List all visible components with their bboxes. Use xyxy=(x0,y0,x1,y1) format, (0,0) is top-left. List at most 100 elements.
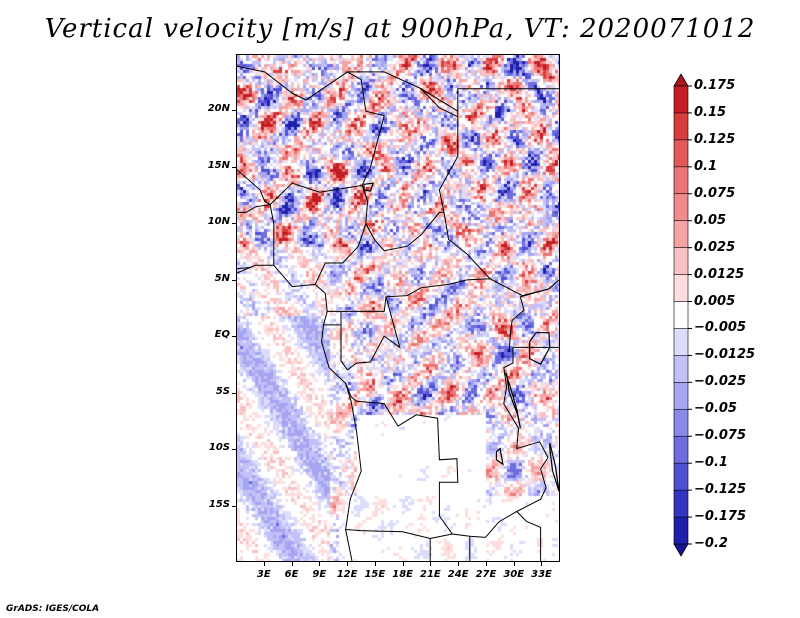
lat-tick-label: EQ xyxy=(214,329,230,341)
country-borders xyxy=(237,65,559,561)
lon-tick-label: 24E xyxy=(447,569,469,580)
grads-credit: GrADS: IGES/COLA xyxy=(6,604,100,614)
border-line xyxy=(503,347,549,458)
lat-tick-label: 20N xyxy=(207,103,230,115)
colorbar-level-label: −0.125 xyxy=(694,482,747,498)
lon-tick-mark xyxy=(291,562,293,566)
plot-title: Vertical velocity [m/s] at 900hPa, VT: 2… xyxy=(44,14,756,44)
lake-outline xyxy=(549,442,559,492)
border-line xyxy=(347,71,385,186)
colorbar-level-label: −0.1 xyxy=(694,455,728,471)
lake-outline xyxy=(529,332,551,365)
border-line xyxy=(508,279,559,352)
lon-tick-mark xyxy=(458,562,460,566)
colorbar-segment xyxy=(673,112,689,141)
lon-tick-label: 12E xyxy=(336,569,358,580)
lake-outline xyxy=(505,372,521,429)
lon-tick-mark xyxy=(402,562,404,566)
colorbar-segment xyxy=(673,516,689,545)
colorbar-segment xyxy=(673,408,689,438)
border-line xyxy=(516,511,542,561)
lon-tick-mark xyxy=(485,562,487,566)
lake-outline xyxy=(495,447,504,466)
colorbar-level-label: −0.005 xyxy=(694,320,747,336)
lake-outline xyxy=(363,182,375,192)
colorbar-segment xyxy=(673,220,689,249)
lon-tick-label: 33E xyxy=(531,569,552,580)
colorbar-level-label: 0.025 xyxy=(694,239,736,255)
lat-tick-label: 15N xyxy=(207,159,230,171)
colorbar-segment xyxy=(673,435,689,464)
colorbar-segment xyxy=(673,462,689,491)
lat-tick-mark xyxy=(232,110,236,112)
border-line xyxy=(345,529,453,540)
colorbar-segment xyxy=(673,328,689,357)
lon-tick-label: 30E xyxy=(503,569,525,580)
lon-tick-label: 27E xyxy=(475,569,497,580)
lon-tick-label: 21E xyxy=(420,569,441,580)
colorbar-level-label: −0.175 xyxy=(694,509,747,525)
border-line xyxy=(237,204,271,213)
border-line xyxy=(420,88,459,213)
border-line xyxy=(237,264,274,274)
colorbar-segment xyxy=(673,139,689,168)
colorbar-extend-bottom xyxy=(673,543,689,557)
colorbar-level-label: 0.175 xyxy=(694,78,736,93)
colorbar-level-label: −0.025 xyxy=(694,374,747,390)
lon-tick-label: 3E xyxy=(256,569,271,580)
border-line xyxy=(340,296,401,371)
colorbar-level-label: −0.075 xyxy=(694,428,747,444)
colorbar-level-label: −0.0125 xyxy=(694,347,756,363)
lat-tick-mark xyxy=(232,279,236,281)
colorbar-extend-top xyxy=(673,73,689,87)
lat-tick-label: 5S xyxy=(215,385,230,397)
border-line xyxy=(327,278,550,312)
lat-tick-mark xyxy=(232,223,236,225)
velocity-field xyxy=(237,55,559,561)
colorbar-segment xyxy=(673,85,689,114)
lat-tick-label: 15S xyxy=(208,498,230,510)
lon-tick-mark xyxy=(513,562,515,566)
border-line xyxy=(237,65,459,118)
colorbar-level-label: −0.05 xyxy=(694,401,737,417)
border-line xyxy=(485,457,549,538)
map-panel xyxy=(236,54,560,562)
lon-tick-label: 15E xyxy=(364,569,386,580)
lat-tick-mark xyxy=(232,449,236,451)
lon-tick-mark xyxy=(430,562,432,566)
colorbar-level-label: 0.0125 xyxy=(694,266,745,282)
lat-tick-label: 10N xyxy=(207,216,230,228)
colorbar-segment xyxy=(673,274,689,303)
lat-tick-mark xyxy=(232,336,236,338)
border-line xyxy=(237,267,251,270)
lon-tick-mark xyxy=(374,562,376,566)
lat-tick-label: 5N xyxy=(214,272,230,284)
colorbar-level-label: 0.1 xyxy=(694,158,718,174)
lon-tick-label: 6E xyxy=(284,569,299,580)
lat-tick-mark xyxy=(232,392,236,394)
lat-tick-label: 10S xyxy=(208,442,230,454)
lon-tick-label: 9E xyxy=(312,569,327,580)
lat-tick-mark xyxy=(232,505,236,507)
colorbar-segment xyxy=(673,193,689,222)
lon-tick-mark xyxy=(347,562,349,566)
lon-tick-mark xyxy=(263,562,265,566)
lon-tick-mark xyxy=(319,562,321,566)
colorbar-level-label: 0.075 xyxy=(694,185,736,201)
colorbar-level-label: 0.05 xyxy=(694,212,727,228)
lon-tick-mark xyxy=(541,562,543,566)
colorbar-level-label: 0.125 xyxy=(694,131,736,147)
border-line xyxy=(457,88,559,112)
colorbar-segment xyxy=(673,355,689,384)
colorbar-level-label: 0.005 xyxy=(694,293,736,309)
colorbar-segment xyxy=(673,382,689,411)
lon-tick-label: 18E xyxy=(392,569,413,580)
border-line xyxy=(314,211,491,285)
lat-tick-mark xyxy=(232,166,236,168)
colorbar-segment xyxy=(673,166,689,195)
colorbar-level-label: 0.15 xyxy=(694,104,727,120)
border-line xyxy=(345,383,486,538)
border-line xyxy=(269,182,376,241)
colorbar-segment xyxy=(673,301,689,330)
